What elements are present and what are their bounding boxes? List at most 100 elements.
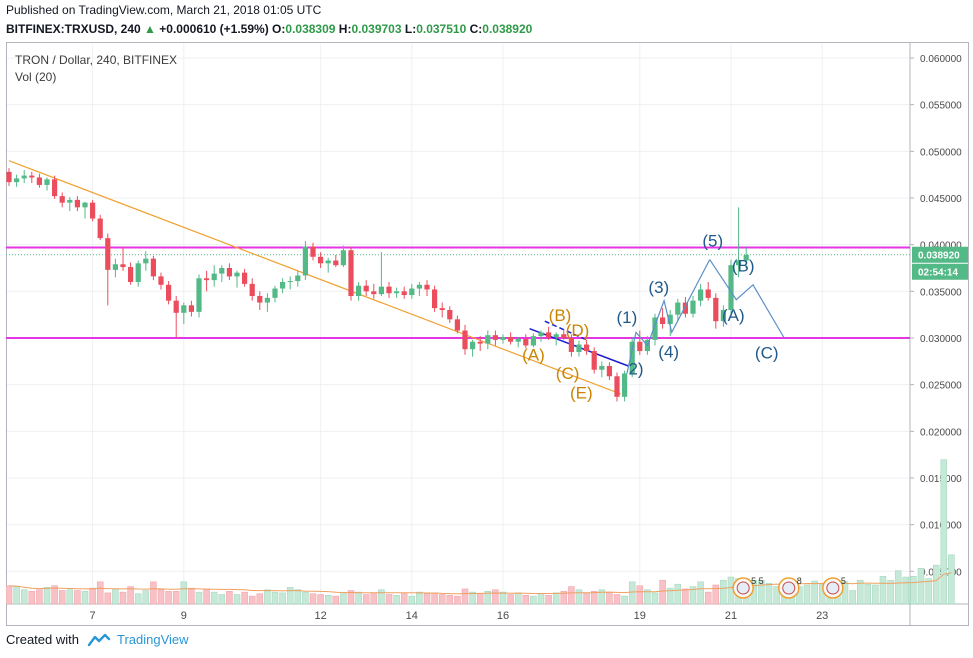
volume-bar [446,595,454,605]
candle-body [272,288,278,298]
volume-bar [606,591,613,605]
volume-bar [666,587,674,605]
candle-body [546,332,552,338]
volume-bar [165,591,172,605]
x-tick-label: 7 [90,610,96,622]
volume-bar [58,590,66,605]
wave-label: (B) [549,306,572,325]
candle-body [553,334,559,338]
candle-body [743,254,749,261]
volume-bar [271,591,279,605]
wave-label: (A) [722,306,745,325]
volume-bar [210,591,218,605]
y-tick-label: 0.035000 [920,287,962,298]
candle-body [371,291,377,295]
volume-bar [302,591,309,605]
c-value: 0.038920 [482,22,533,36]
volume-bar [378,589,385,605]
wave-label: (5) [702,232,723,251]
volume-bar [712,584,720,605]
candle-body [158,276,164,285]
volume-bar [43,587,51,605]
y-tick-label: 0.050000 [920,147,962,158]
candle-body [340,250,346,266]
candle-body [378,286,384,295]
candle-body [90,202,96,219]
candle-body [188,305,194,312]
volume-bar [583,592,590,605]
y-tick-label: 0.030000 [920,334,962,345]
volume-bar [522,595,530,605]
volume-bar [864,583,872,605]
candle-body [447,310,453,320]
volume-bar [872,584,879,605]
candle-body [530,336,536,346]
candle-body [462,330,468,350]
x-tick-label: 21 [725,610,737,622]
price-chart[interactable]: 0.060000 0.055000 0.050000 0.045000 0.040000… [5,42,969,626]
volume-bar [66,589,74,605]
volume-bar [636,585,644,605]
volume-bar [575,589,583,605]
o-label: O: [272,22,286,36]
volume-bar [150,581,157,605]
candle-body [523,338,529,346]
volume-bar [180,581,188,605]
volume-bar [203,588,210,605]
volume-bar [910,575,917,605]
tradingview-link[interactable]: TradingView [87,632,189,647]
volume-bar [704,591,712,605]
candle-body [584,344,590,352]
candle-body [181,305,187,313]
candle-body [538,332,544,337]
volume-bar [530,595,537,605]
candle-body [386,286,392,294]
chart-area[interactable]: 0.060000 0.055000 0.050000 0.045000 0.040000… [5,42,969,626]
candle-body [401,291,407,296]
candle-body [356,285,362,296]
volume-bar [438,594,446,605]
candle-body [394,291,400,294]
candle-body [52,179,58,197]
candle-body [318,256,324,264]
candle-body [21,175,27,179]
candle-body [264,297,270,303]
candle-body [485,335,491,344]
volume-bar [720,579,727,605]
volume-bar [104,592,112,605]
volume-bar [362,594,370,605]
candle-body [295,275,301,282]
candle-body [36,177,42,185]
candle-body [599,366,605,370]
volume-bar [856,579,864,605]
wave-label: (1) [616,308,637,327]
candle-body [660,317,666,324]
candle-body [219,268,225,274]
volume-bar [36,589,43,605]
volume-bar [226,591,233,605]
candle-body [128,267,134,282]
candle-body [720,310,726,322]
candle-body [211,273,217,281]
volume-bar [628,581,636,605]
volume-bar [279,592,286,605]
candle-body [196,278,202,312]
o-value: 0.038309 [285,22,336,36]
candle-body [143,258,149,264]
volume-bar [286,587,294,605]
y-tick-label: 0.060000 [920,54,962,65]
volume-bar [347,590,355,605]
candle-body [698,289,704,301]
volume-bar [682,588,689,605]
h-value: 0.039703 [351,22,402,36]
candle-body [629,341,635,374]
impulse-path [626,259,711,374]
flag-icon [782,581,796,595]
wave-label: 2) [628,359,643,378]
candle-body [166,284,172,301]
volume-bar [188,587,195,605]
volume-bar [332,595,340,605]
volume-bar [423,593,431,605]
volume-bar [803,584,811,605]
candle-body [705,289,711,298]
